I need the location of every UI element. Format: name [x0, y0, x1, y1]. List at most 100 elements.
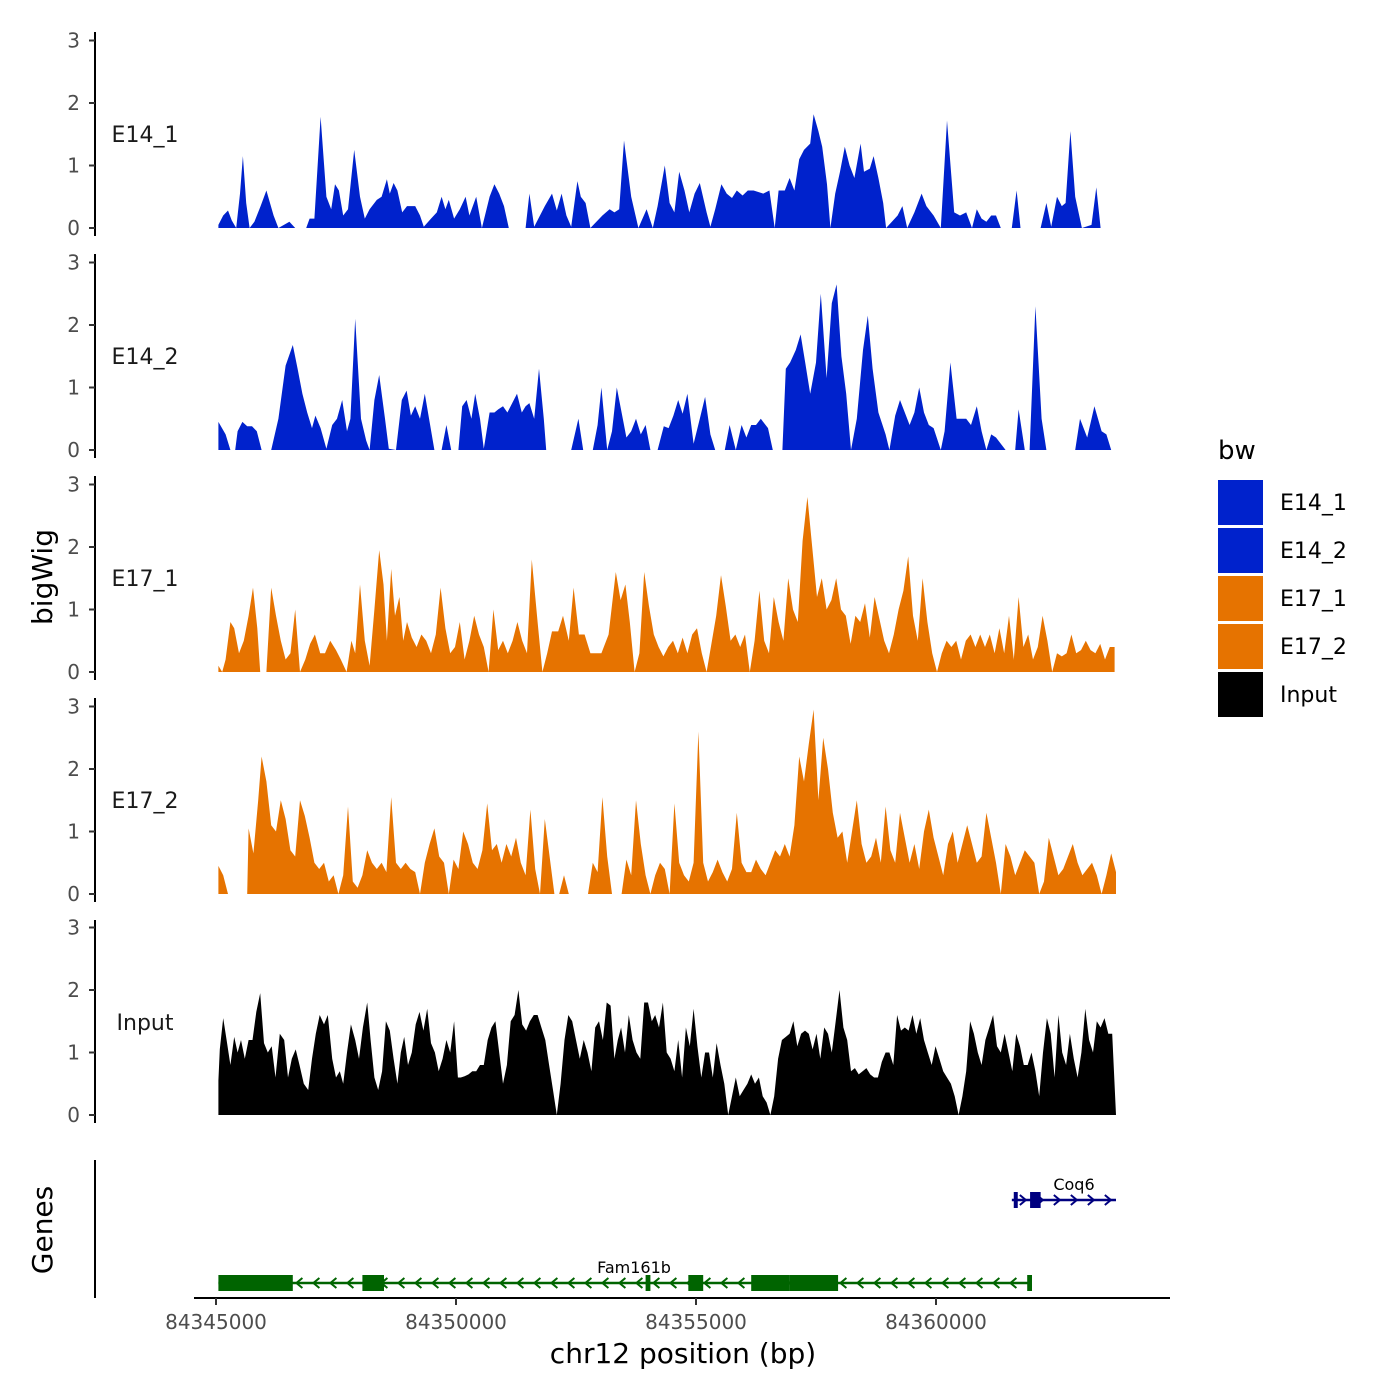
strand-arrow	[957, 1277, 967, 1289]
y-tick-label: 2	[67, 313, 80, 337]
legend-item-e14-2: E14_2	[1218, 528, 1347, 573]
strand-arrow	[889, 1277, 899, 1289]
track-label: E17_1	[112, 567, 179, 592]
strand-arrow	[855, 1277, 865, 1289]
exon	[645, 1275, 651, 1291]
gene-label: Fam161b	[597, 1258, 671, 1277]
exon	[751, 1275, 790, 1291]
strand-arrow	[396, 1277, 406, 1289]
exon	[789, 1275, 839, 1291]
legend-label: E17_1	[1280, 587, 1347, 612]
gene-label: Coq6	[1053, 1175, 1094, 1194]
track-input: 0 1 2 3 Input	[67, 916, 1116, 1127]
strand-arrow	[600, 1277, 610, 1289]
strand-arrow	[549, 1277, 559, 1289]
legend-item-input: Input	[1218, 672, 1337, 717]
exon	[688, 1275, 704, 1291]
strand-arrow	[1070, 1194, 1079, 1206]
strand-arrow	[1087, 1194, 1096, 1206]
legend: bw E14_1 E14_2 E17_1 E17_2 Input	[1218, 436, 1347, 717]
exon	[1013, 1192, 1018, 1208]
strand-arrow	[872, 1277, 882, 1289]
x-tick-label: 84360000	[885, 1310, 987, 1334]
legend-title: bw	[1218, 436, 1256, 466]
strand-arrow	[651, 1277, 661, 1289]
legend-swatch	[1218, 624, 1263, 669]
y-tick-label: 3	[67, 473, 80, 497]
legend-label: E14_1	[1280, 491, 1347, 516]
legend-swatch	[1218, 480, 1263, 525]
y-tick-label: 0	[67, 438, 80, 462]
strand-arrow	[447, 1277, 457, 1289]
strand-arrow	[1053, 1194, 1062, 1206]
strand-arrow	[481, 1277, 491, 1289]
strand-arrow	[736, 1277, 746, 1289]
y-tick-label: 2	[67, 978, 80, 1002]
y-tick-label: 1	[67, 1041, 80, 1065]
y-tick-label: 1	[67, 154, 80, 178]
y-tick-label: 3	[67, 29, 80, 53]
strand-arrow	[345, 1277, 355, 1289]
signal-area	[218, 990, 1116, 1115]
genes-axis-title: Genes	[26, 1186, 59, 1274]
strand-arrow	[583, 1277, 593, 1289]
strand-arrow	[1104, 1194, 1113, 1206]
strand-arrow	[532, 1277, 542, 1289]
x-axis-title: chr12 position (bp)	[550, 1337, 816, 1370]
x-tick-label: 84345000	[165, 1310, 267, 1334]
y-tick-label: 3	[67, 695, 80, 719]
strand-arrow	[294, 1277, 304, 1289]
gene-fam161b: Fam161b	[218, 1258, 1032, 1291]
strand-arrow	[328, 1277, 338, 1289]
strand-arrow	[1008, 1277, 1018, 1289]
y-tick-label: 2	[67, 91, 80, 115]
track-e17-2: 0 1 2 3 E17_2	[67, 695, 1116, 906]
legend-item-e17-1: E17_1	[1218, 576, 1347, 621]
strand-arrow	[311, 1277, 321, 1289]
y-axis-title: bigWig	[26, 529, 59, 625]
x-tick-label: 84355000	[645, 1310, 747, 1334]
y-tick-label: 1	[67, 376, 80, 400]
signal-area	[218, 497, 1115, 672]
exon	[1027, 1275, 1032, 1291]
signal-area	[218, 284, 1112, 450]
strand-arrow	[634, 1277, 644, 1289]
legend-label: E14_2	[1280, 539, 1347, 564]
strand-arrow	[906, 1277, 916, 1289]
genes-layer: Coq6 Fam161b	[94, 1160, 1116, 1298]
y-tick-label: 2	[67, 757, 80, 781]
track-e14-1: 0 1 2 3 E14_1	[67, 29, 1101, 240]
signal-area	[218, 709, 1116, 894]
strand-arrow	[668, 1277, 678, 1289]
strand-arrow	[702, 1277, 712, 1289]
signal-area	[218, 114, 1101, 228]
x-axis: 84345000 84350000 84355000 84360000	[165, 1297, 1170, 1334]
y-tick-label: 1	[67, 598, 80, 622]
legend-swatch	[1218, 576, 1263, 621]
legend-label: E17_2	[1280, 635, 1347, 660]
track-e14-2: 0 1 2 3 E14_2	[67, 251, 1112, 462]
legend-item-e17-2: E17_2	[1218, 624, 1347, 669]
y-tick-label: 0	[67, 882, 80, 906]
strand-arrow	[974, 1277, 984, 1289]
track-label: Input	[117, 1011, 174, 1036]
gene-coq6: Coq6	[1011, 1175, 1116, 1208]
strand-arrow	[719, 1277, 729, 1289]
y-tick-label: 0	[67, 216, 80, 240]
y-tick-label: 0	[67, 660, 80, 684]
y-tick-label: 1	[67, 820, 80, 844]
track-label: E17_2	[112, 789, 179, 814]
exon	[218, 1275, 293, 1291]
strand-arrow	[991, 1277, 1001, 1289]
track-label: E14_1	[112, 123, 179, 148]
legend-swatch	[1218, 672, 1263, 717]
strand-arrow	[430, 1277, 440, 1289]
strand-arrow	[464, 1277, 474, 1289]
strand-arrow	[1019, 1194, 1028, 1206]
tracks-layer: 0 1 2 3 E14_1 0 1 2 3 E14_2 0 1 2 3 E17_1 0 1 2 3 E17_2 0 1 2 3…	[67, 29, 1116, 1127]
exon	[1030, 1192, 1041, 1208]
x-tick-label: 84350000	[405, 1310, 507, 1334]
strand-arrow	[566, 1277, 576, 1289]
strand-arrow	[838, 1277, 848, 1289]
